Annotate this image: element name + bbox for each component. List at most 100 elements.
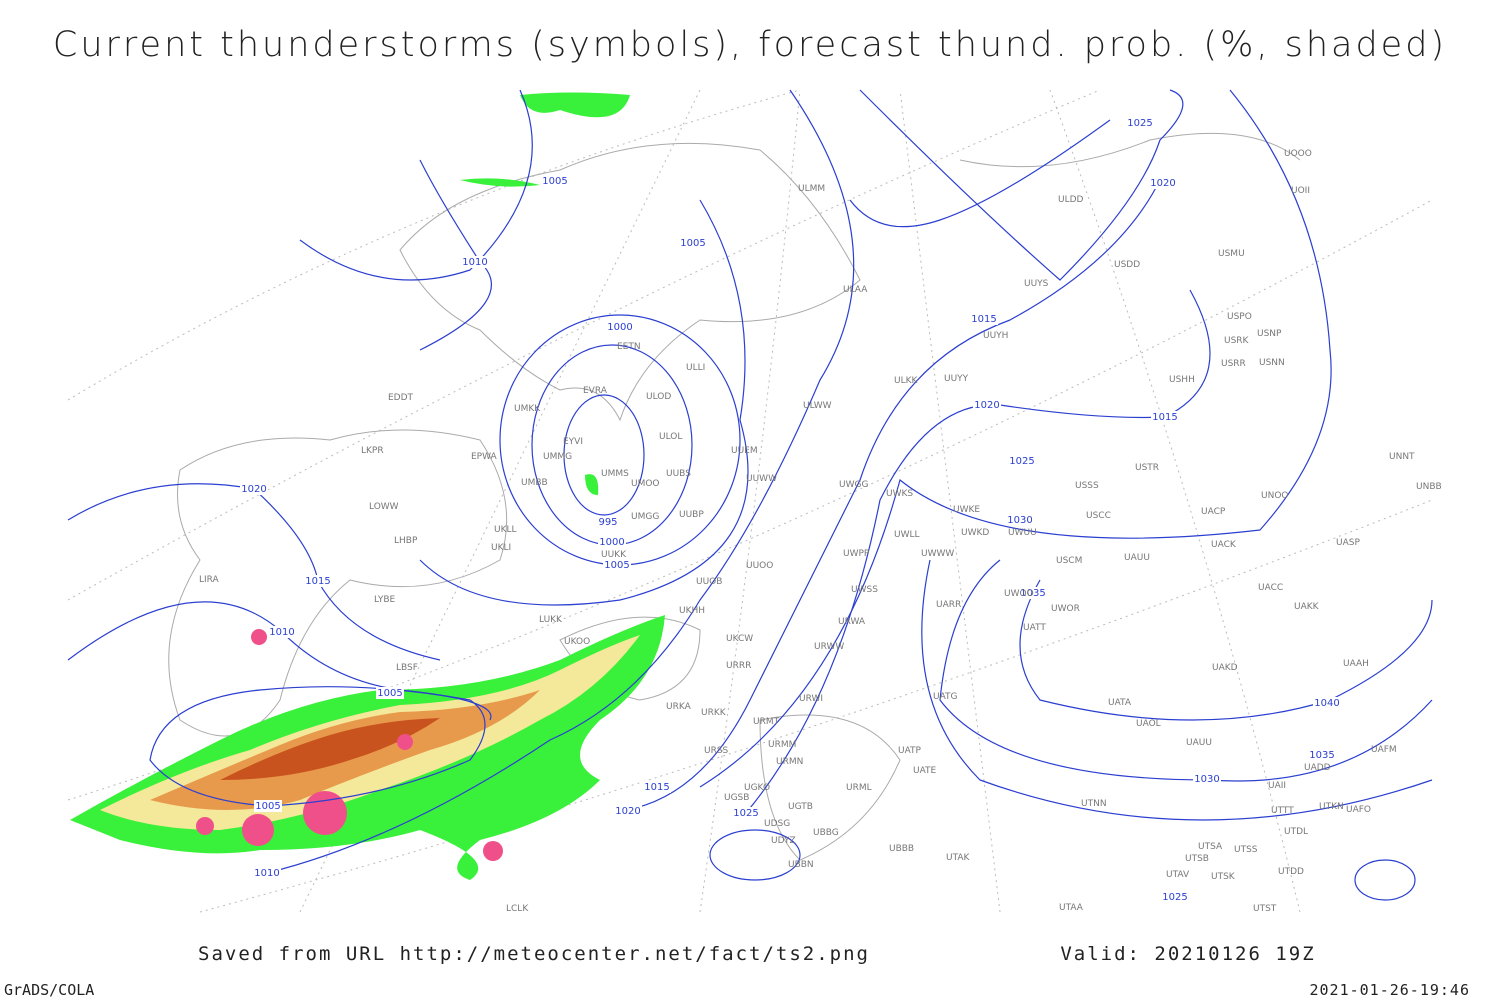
station-label: UUOB bbox=[696, 577, 722, 587]
station-label: UWWW bbox=[921, 549, 954, 559]
station-label: UWOO bbox=[1004, 589, 1034, 599]
isobar-label: 1010 bbox=[254, 868, 279, 879]
station-label: UUBS bbox=[666, 469, 691, 479]
station-label: EDDT bbox=[388, 393, 414, 403]
station-label: UADD bbox=[1304, 763, 1331, 773]
station-label: LIRA bbox=[199, 575, 220, 585]
station-label: UBBN bbox=[788, 860, 814, 870]
station-label: ULLI bbox=[686, 363, 705, 373]
station-label: UMKK bbox=[514, 404, 541, 414]
station-label: UUWW bbox=[746, 474, 777, 484]
isobar-labels: 1025 1005 1020 1005 1010 1015 1000 1020 1015 1020… bbox=[240, 117, 1341, 903]
station-label: UATG bbox=[933, 692, 958, 702]
station-label: UMOO bbox=[631, 479, 660, 489]
station-label: UWKD bbox=[961, 528, 989, 538]
label-bg bbox=[1313, 697, 1341, 709]
station-label: UAOL bbox=[1136, 719, 1161, 729]
station-label: UATP bbox=[898, 746, 922, 756]
isobar-label: 1040 bbox=[1314, 698, 1339, 709]
station-label: UTAA bbox=[1059, 903, 1084, 913]
label-bg bbox=[240, 483, 268, 495]
station-label: ULAA bbox=[843, 285, 868, 295]
isobar-label: 1035 bbox=[1020, 588, 1045, 599]
station-label: UUKK bbox=[601, 550, 627, 560]
isobar-label: 995 bbox=[598, 517, 617, 528]
station-label: UWLL bbox=[894, 530, 920, 540]
station-label: UKOO bbox=[564, 637, 590, 647]
label-bg bbox=[304, 575, 332, 587]
station-label: URWI bbox=[799, 694, 823, 704]
label-bg bbox=[461, 256, 489, 268]
station-label: UNOO bbox=[1261, 491, 1289, 501]
label-bg bbox=[970, 313, 998, 325]
isobar-label: 1015 bbox=[644, 782, 669, 793]
label-bg bbox=[598, 536, 626, 548]
station-label: EYVI bbox=[563, 437, 583, 447]
isobar-label: 1005 bbox=[255, 801, 280, 812]
station-label: ULWW bbox=[803, 401, 832, 411]
station-label: UTDD bbox=[1278, 867, 1304, 877]
isobar-label: 1020 bbox=[1150, 178, 1175, 189]
station-label: UAKK bbox=[1294, 602, 1320, 612]
isobar-label: 1015 bbox=[1152, 412, 1177, 423]
station-label: UOOO bbox=[1284, 149, 1312, 159]
station-label: UAUU bbox=[1186, 738, 1212, 748]
station-label: URMM bbox=[768, 740, 796, 750]
label-bg bbox=[606, 321, 634, 333]
station-label: URWA bbox=[838, 617, 866, 627]
station-label: URMT bbox=[753, 717, 780, 727]
station-label: URKA bbox=[666, 702, 692, 712]
station-label: UKHH bbox=[679, 606, 705, 616]
station-label: UDSG bbox=[764, 819, 790, 829]
station-label: UUOO bbox=[746, 561, 773, 571]
label-bg bbox=[268, 626, 296, 638]
label-bg bbox=[603, 559, 631, 571]
label-bg bbox=[1008, 455, 1036, 467]
station-label: UTAV bbox=[1166, 870, 1190, 880]
station-label: USSS bbox=[1075, 481, 1099, 491]
isobar-label: 1020 bbox=[615, 806, 640, 817]
station-label: USTR bbox=[1135, 463, 1159, 473]
label-bg bbox=[1126, 117, 1154, 129]
station-label: USCM bbox=[1056, 556, 1082, 566]
station-label: URMN bbox=[776, 757, 803, 767]
isobar-label: 1010 bbox=[269, 627, 294, 638]
isobar-label: 1010 bbox=[462, 257, 487, 268]
isobar-label: 1000 bbox=[599, 537, 624, 548]
isobar-label: 1025 bbox=[1162, 892, 1187, 903]
station-label: UMGG bbox=[631, 512, 659, 522]
station-label: LYBE bbox=[374, 595, 395, 605]
station-label: UTNN bbox=[1081, 799, 1107, 809]
station-label: UAII bbox=[1268, 781, 1286, 791]
label-bg bbox=[1161, 891, 1189, 903]
station-label: UWUU bbox=[1008, 528, 1037, 538]
station-label: UTKN bbox=[1319, 802, 1344, 812]
isobar-label: 1015 bbox=[305, 576, 330, 587]
station-label: UTSA bbox=[1198, 842, 1223, 852]
station-label: URML bbox=[846, 783, 872, 793]
station-label: UKLL bbox=[494, 525, 517, 535]
station-label: UAFM bbox=[1371, 745, 1397, 755]
label-bg bbox=[973, 399, 1001, 411]
isobar-label: 1020 bbox=[974, 400, 999, 411]
station-label: ULDD bbox=[1058, 195, 1084, 205]
station-label: EETN bbox=[617, 342, 641, 352]
station-label: UTAK bbox=[946, 853, 971, 863]
station-label: UWKS bbox=[886, 489, 913, 499]
station-labels: ULMM ULDD USDD USMU UUYS ULAA USPO USRK USNP UUYH… bbox=[199, 149, 1442, 914]
station-label: UMBB bbox=[521, 478, 548, 488]
station-label: UAKD bbox=[1212, 663, 1238, 673]
station-label: USDD bbox=[1114, 260, 1140, 270]
coastlines bbox=[168, 132, 1301, 861]
station-label: ULKK bbox=[894, 376, 919, 386]
station-label: UATE bbox=[913, 766, 937, 776]
station-label: URSS bbox=[704, 746, 729, 756]
station-label: UWGG bbox=[839, 480, 868, 490]
station-label: UGKO bbox=[744, 783, 770, 793]
station-label: UMMS bbox=[601, 469, 629, 479]
station-label: UUYS bbox=[1024, 279, 1049, 289]
source-url: Saved from URL http://meteocenter.net/fa… bbox=[198, 943, 870, 965]
label-bg bbox=[1193, 773, 1221, 785]
station-label: UNBB bbox=[1416, 482, 1442, 492]
